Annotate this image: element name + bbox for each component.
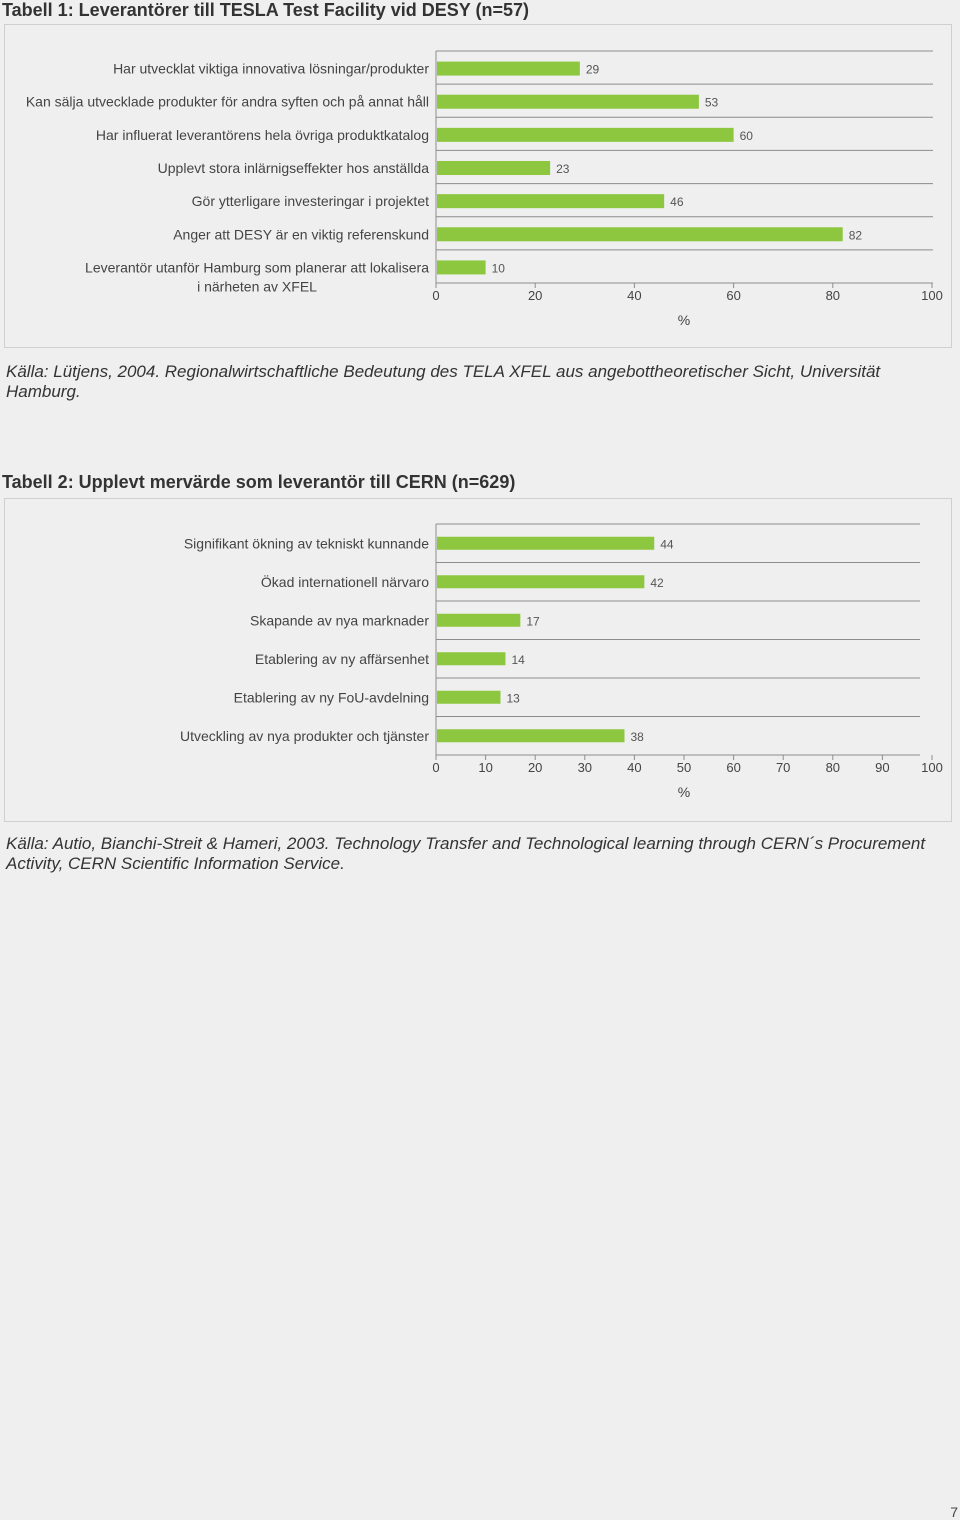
- data-label: 17: [526, 614, 540, 628]
- bar: [437, 575, 645, 589]
- chart1-panel: 29 Har utvecklat viktiga innovativa lösni…: [4, 24, 952, 348]
- bar: [437, 61, 580, 76]
- x-tick-label: 60: [726, 288, 740, 303]
- x-tick-label: 80: [826, 760, 840, 775]
- category-label: Signifikant ökning av tekniskt kunnande: [184, 535, 429, 551]
- chart2-title: Tabell 2: Upplevt mervärde som leverantö…: [2, 472, 516, 492]
- data-label: 60: [740, 129, 754, 143]
- bar: [437, 260, 486, 275]
- bar: [437, 127, 734, 142]
- chart2-svg: 44 Signifikant ökning av tekniskt kunnand…: [180, 523, 943, 800]
- category-label: Kan sälja utvecklade produkter för andra…: [26, 94, 429, 110]
- x-tick-label: 50: [677, 760, 691, 775]
- x-tick-label: 100: [921, 760, 943, 775]
- data-label: 14: [511, 653, 525, 667]
- x-tick-label: 10: [478, 760, 492, 775]
- x-tick-label: 100: [921, 288, 943, 303]
- category-label: Har influerat leverantörens hela övriga …: [96, 127, 429, 143]
- category-label: Anger att DESY är en viktig referenskund: [173, 226, 429, 242]
- data-label: 44: [660, 537, 674, 551]
- bar: [437, 536, 655, 550]
- category-label: Upplevt stora inlärnigseffekter hos anst…: [158, 160, 430, 176]
- x-tick-label: 90: [875, 760, 889, 775]
- chart1-title: Tabell 1: Leverantörer till TESLA Test F…: [2, 0, 529, 20]
- data-label: 10: [492, 261, 506, 275]
- category-label: Etablering av ny FoU-avdelning: [234, 689, 429, 705]
- data-label: 53: [705, 96, 719, 110]
- data-label: 82: [849, 228, 863, 242]
- category-label: Etablering av ny affärsenhet: [255, 651, 429, 667]
- x-tick-label: 0: [432, 288, 439, 303]
- x-tick-label: 70: [776, 760, 790, 775]
- bar: [437, 94, 699, 109]
- chart2-panel: 44 Signifikant ökning av tekniskt kunnand…: [4, 498, 952, 822]
- page-number: 7: [950, 1504, 958, 1520]
- data-label: 13: [506, 691, 520, 705]
- category-label: Leverantör utanför Hamburg som planerar …: [85, 259, 429, 275]
- data-label: 23: [556, 162, 570, 176]
- category-label: Utveckling av nya produkter och tjänster: [180, 728, 429, 744]
- category-label: i närheten av XFEL: [197, 278, 317, 294]
- category-label: Har utvecklat viktiga innovativa lösning…: [113, 61, 429, 77]
- chart2-source: Källa: Autio, Bianchi-Streit & Hameri, 2…: [6, 834, 926, 873]
- x-tick-label: 80: [826, 288, 840, 303]
- bar: [437, 161, 551, 175]
- category-label: Skapande av nya marknader: [250, 612, 429, 628]
- bar: [437, 194, 665, 209]
- x-tick-label: 0: [432, 760, 439, 775]
- bar: [437, 729, 625, 743]
- chart1-svg: 29 Har utvecklat viktiga innovativa lösni…: [26, 50, 943, 328]
- x-axis-label: %: [678, 312, 690, 328]
- x-tick-label: 20: [528, 760, 542, 775]
- x-tick-label: 20: [528, 288, 542, 303]
- category-label: Ökad internationell närvaro: [261, 573, 429, 590]
- category-label: Gör ytterligare investeringar i projekte…: [192, 193, 429, 209]
- x-axis-label: %: [678, 784, 690, 800]
- x-tick-label: 60: [726, 760, 740, 775]
- x-tick-label: 40: [627, 760, 641, 775]
- bar: [437, 227, 843, 242]
- bar: [437, 652, 506, 666]
- bar: [437, 690, 501, 704]
- data-label: 38: [630, 730, 644, 744]
- x-tick-label: 30: [578, 760, 592, 775]
- chart1-source: Källa: Lütjens, 2004. Regionalwirtschaft…: [6, 362, 881, 401]
- data-label: 42: [650, 576, 664, 590]
- bar: [437, 613, 521, 627]
- x-tick-label: 40: [627, 288, 641, 303]
- data-label: 29: [586, 63, 600, 77]
- data-label: 46: [670, 195, 684, 209]
